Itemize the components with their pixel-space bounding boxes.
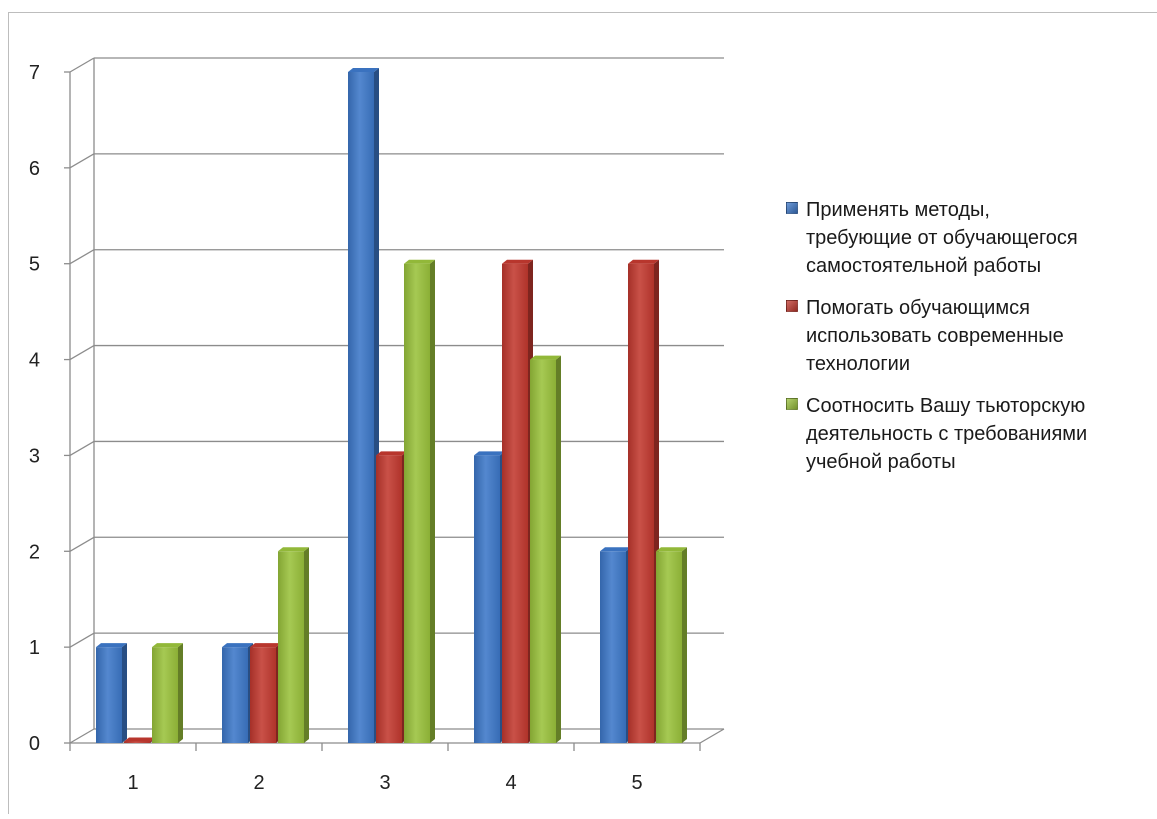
legend-item-series-2: Помогать обучающимся использовать соврем… — [786, 294, 1156, 378]
x-tick-label: 3 — [379, 772, 390, 794]
bar-top — [502, 260, 533, 264]
bar-front — [628, 264, 654, 743]
gridline-diag — [70, 537, 94, 551]
bar-front — [222, 647, 248, 743]
bar-side — [122, 643, 127, 743]
bar-3-cat-5 — [656, 547, 687, 743]
bar-front — [502, 264, 528, 743]
bar-top — [530, 356, 561, 360]
gridline-diag — [70, 58, 94, 72]
bar-2-cat-1 — [124, 738, 155, 744]
legend-item-series-3: Соотносить Вашу тьюторскую деятельность … — [786, 392, 1156, 476]
y-tick-label: 5 — [29, 254, 40, 276]
x-tick-label: 5 — [631, 772, 642, 794]
legend-item-series-1: Применять методы, требующие от обучающег… — [786, 196, 1156, 280]
bar-top — [600, 547, 631, 551]
bar-top — [278, 547, 309, 551]
bar-front — [348, 72, 374, 743]
bar-3-cat-4 — [530, 356, 561, 743]
bar-side — [682, 547, 687, 743]
bar-1-cat-4 — [474, 451, 505, 743]
bar-side — [430, 260, 435, 743]
bar-front — [152, 647, 178, 743]
bar-side — [304, 547, 309, 743]
y-tick-label: 4 — [29, 350, 40, 372]
bar-side — [556, 356, 561, 743]
bar-front — [474, 455, 500, 743]
bar-2-cat-3 — [376, 451, 407, 743]
legend-swatch-series-1 — [786, 202, 798, 214]
y-tick-label: 7 — [29, 62, 40, 84]
bar-top — [404, 260, 435, 264]
y-tick-label: 3 — [29, 445, 40, 467]
bar-top — [250, 643, 281, 647]
bar-2-cat-4 — [502, 260, 533, 743]
gridline-diag — [70, 154, 94, 168]
y-tick-label: 2 — [29, 541, 40, 563]
bar-front — [278, 551, 304, 743]
bar-front — [96, 647, 122, 743]
floor-right-edge — [700, 729, 724, 743]
gridline-diag — [70, 346, 94, 360]
y-tick-label: 6 — [29, 158, 40, 180]
bar-2-cat-2 — [250, 643, 281, 743]
gridline-diag — [70, 729, 94, 743]
bar-1-cat-1 — [96, 643, 127, 743]
legend-label-series-2: Помогать обучающимся использовать соврем… — [806, 294, 1064, 378]
bar-front — [656, 551, 682, 743]
gridline-diag — [70, 250, 94, 264]
x-tick-label: 4 — [505, 772, 516, 794]
bar-front — [376, 455, 402, 743]
bar-top — [96, 643, 127, 647]
legend-label-series-3: Соотносить Вашу тьюторскую деятельность … — [806, 392, 1087, 476]
bar-3-cat-3 — [404, 260, 435, 743]
bar-3-cat-1 — [152, 643, 183, 743]
x-tick-label: 2 — [253, 772, 264, 794]
bar-top — [222, 643, 253, 647]
legend-swatch-series-2 — [786, 300, 798, 312]
legend-swatch-series-3 — [786, 398, 798, 410]
bar-1-cat-5 — [600, 547, 631, 743]
bar-front — [124, 742, 150, 744]
gridline-diag — [70, 633, 94, 647]
bar-top — [124, 738, 155, 742]
bar-top — [348, 68, 379, 72]
bar-top — [474, 451, 505, 455]
bar-front — [600, 551, 626, 743]
bar-1-cat-3 — [348, 68, 379, 743]
bar-front — [530, 360, 556, 743]
bar-front — [250, 647, 276, 743]
bar-top — [656, 547, 687, 551]
y-tick-label: 1 — [29, 637, 40, 659]
bar-front — [404, 264, 430, 743]
legend-label-series-1: Применять методы, требующие от обучающег… — [806, 196, 1078, 280]
legend: Применять методы, требующие от обучающег… — [786, 196, 1156, 490]
bar-top — [628, 260, 659, 264]
bar-3-cat-2 — [278, 547, 309, 743]
bar-2-cat-5 — [628, 260, 659, 743]
bar-top — [152, 643, 183, 647]
bar-top — [376, 451, 407, 455]
gridline-diag — [70, 441, 94, 455]
x-tick-label: 1 — [127, 772, 138, 794]
bar-1-cat-2 — [222, 643, 253, 743]
bar-side — [178, 643, 183, 743]
y-tick-label: 0 — [29, 733, 40, 755]
